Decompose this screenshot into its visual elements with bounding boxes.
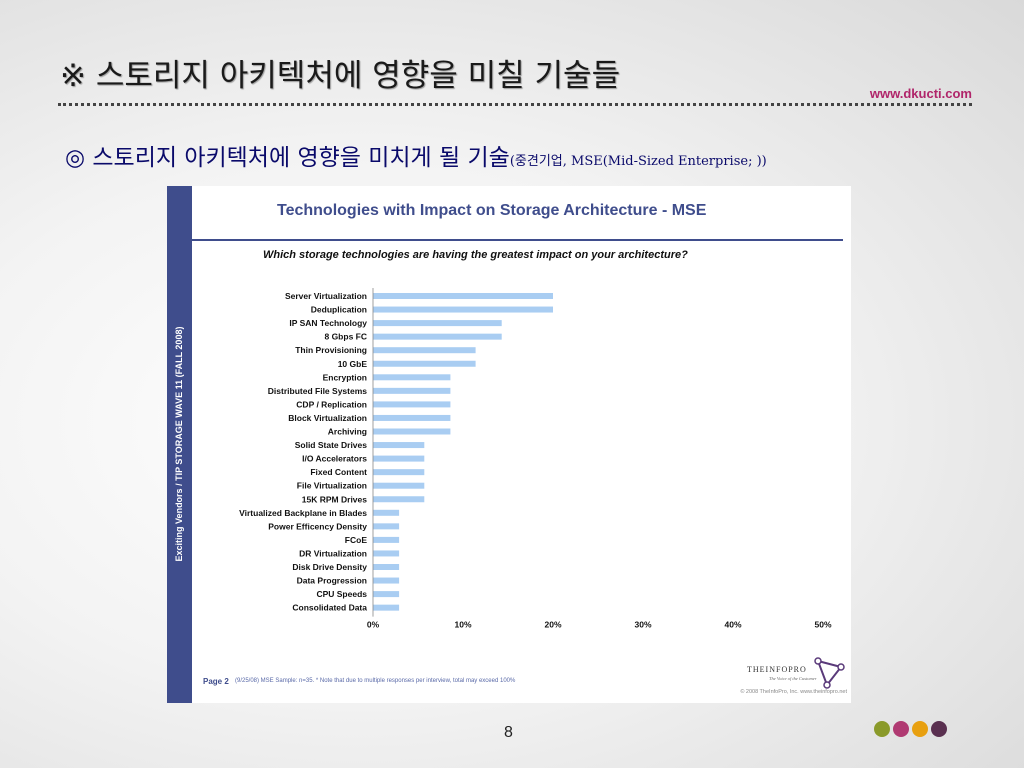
chart-title-rule [192,239,843,241]
bar [373,293,553,299]
bar [373,604,400,611]
bar [373,320,502,327]
category-label: Disk Drive Density [292,562,367,572]
bar [373,347,476,354]
category-label: Consolidated Data [292,603,367,613]
bar [373,455,425,462]
category-label: Distributed File Systems [268,386,367,396]
category-label: FCoE [345,535,368,545]
category-label: IP SAN Technology [289,318,367,328]
x-tick-label: 10% [454,620,471,630]
x-tick-label: 30% [634,620,651,630]
figure-sidebar: Exciting Vendors / TIP STORAGE WAVE 11 (… [167,186,192,703]
bar [373,536,400,543]
bar [373,482,425,489]
category-label: Deduplication [311,305,367,315]
decorative-dot [912,721,928,737]
category-label: Virtualized Backplane in Blades [239,508,367,518]
bar [373,564,400,570]
category-label: File Virtualization [297,481,367,491]
category-label: Encryption [323,372,367,382]
figure-page-label: Page 2 [203,677,229,686]
category-label: CPU Speeds [316,589,367,599]
category-label: 15K RPM Drives [302,494,367,504]
x-tick-label: 0% [367,620,380,630]
category-label: Power Efficency Density [268,521,367,531]
bar [373,591,400,598]
x-tick-label: 50% [814,620,831,630]
x-tick-label: 40% [724,620,741,630]
bar [373,428,451,435]
logo-name: THEINFOPRO [747,665,807,674]
bar [373,550,400,557]
category-label: Data Progression [297,576,367,586]
category-label: Block Virtualization [288,413,367,423]
bar [373,306,553,313]
logo-tagline: The Voice of the Customer [769,676,817,681]
decorative-dot [874,721,890,737]
subtitle-note: (중견기업, MSE(Mid-Sized Enterprise; )) [509,154,767,169]
bar [373,374,451,381]
category-label: 8 Gbps FC [324,332,367,342]
figure-footnote: (9/25/08) MSE Sample: n=35. * Note that … [235,678,516,684]
bar [373,509,400,516]
slide-title: ※ 스토리지 아키텍처에 영향을 미칠 기술들 [60,58,621,94]
bar [373,523,400,530]
bar-chart: Server Virtualization Deduplication IP SAN… [239,288,832,630]
chart-title: Technologies with Impact on Storage Arch… [277,202,707,219]
logo-mark-icon [814,657,845,689]
page-number: 8 [504,724,513,741]
category-label: 10 GbE [338,359,368,369]
bar [373,577,400,584]
chart-figure: Exciting Vendors / TIP STORAGE WAVE 11 (… [167,186,851,703]
decorative-dots [874,721,950,741]
category-label: Fixed Content [310,467,367,477]
title-divider [58,103,972,106]
category-label: I/O Accelerators [302,454,367,464]
category-label: Server Virtualization [285,291,367,301]
category-label: Archiving [328,427,367,437]
theinfopro-logo: THEINFOPRO The Voice of the Customer [747,657,847,689]
bar [373,442,425,449]
category-label: DR Virtualization [299,548,367,558]
category-label: CDP / Replication [296,399,367,409]
website-url[interactable]: www.dkucti.com [869,86,972,101]
figure-copyright: © 2008 TheInfoPro, Inc. www.theinfopro.n… [740,689,847,695]
bar [373,401,451,408]
category-label: Solid State Drives [295,440,368,450]
survey-question: Which storage technologies are having th… [263,249,688,261]
bar [373,387,451,394]
x-tick-label: 20% [544,620,561,630]
bar [373,333,502,340]
bar [373,496,425,503]
bar [373,360,476,367]
bar [373,414,451,421]
decorative-dot [931,721,947,737]
slide-subtitle: ◎ 스토리지 아키텍처에 영향을 미치게 될 기술(중견기업, MSE(Mid-… [65,138,767,172]
bar [373,469,425,476]
decorative-dot [893,721,909,737]
category-label: Thin Provisioning [295,345,367,355]
subtitle-main: ◎ 스토리지 아키텍처에 영향을 미치게 될 기술 [65,145,510,171]
